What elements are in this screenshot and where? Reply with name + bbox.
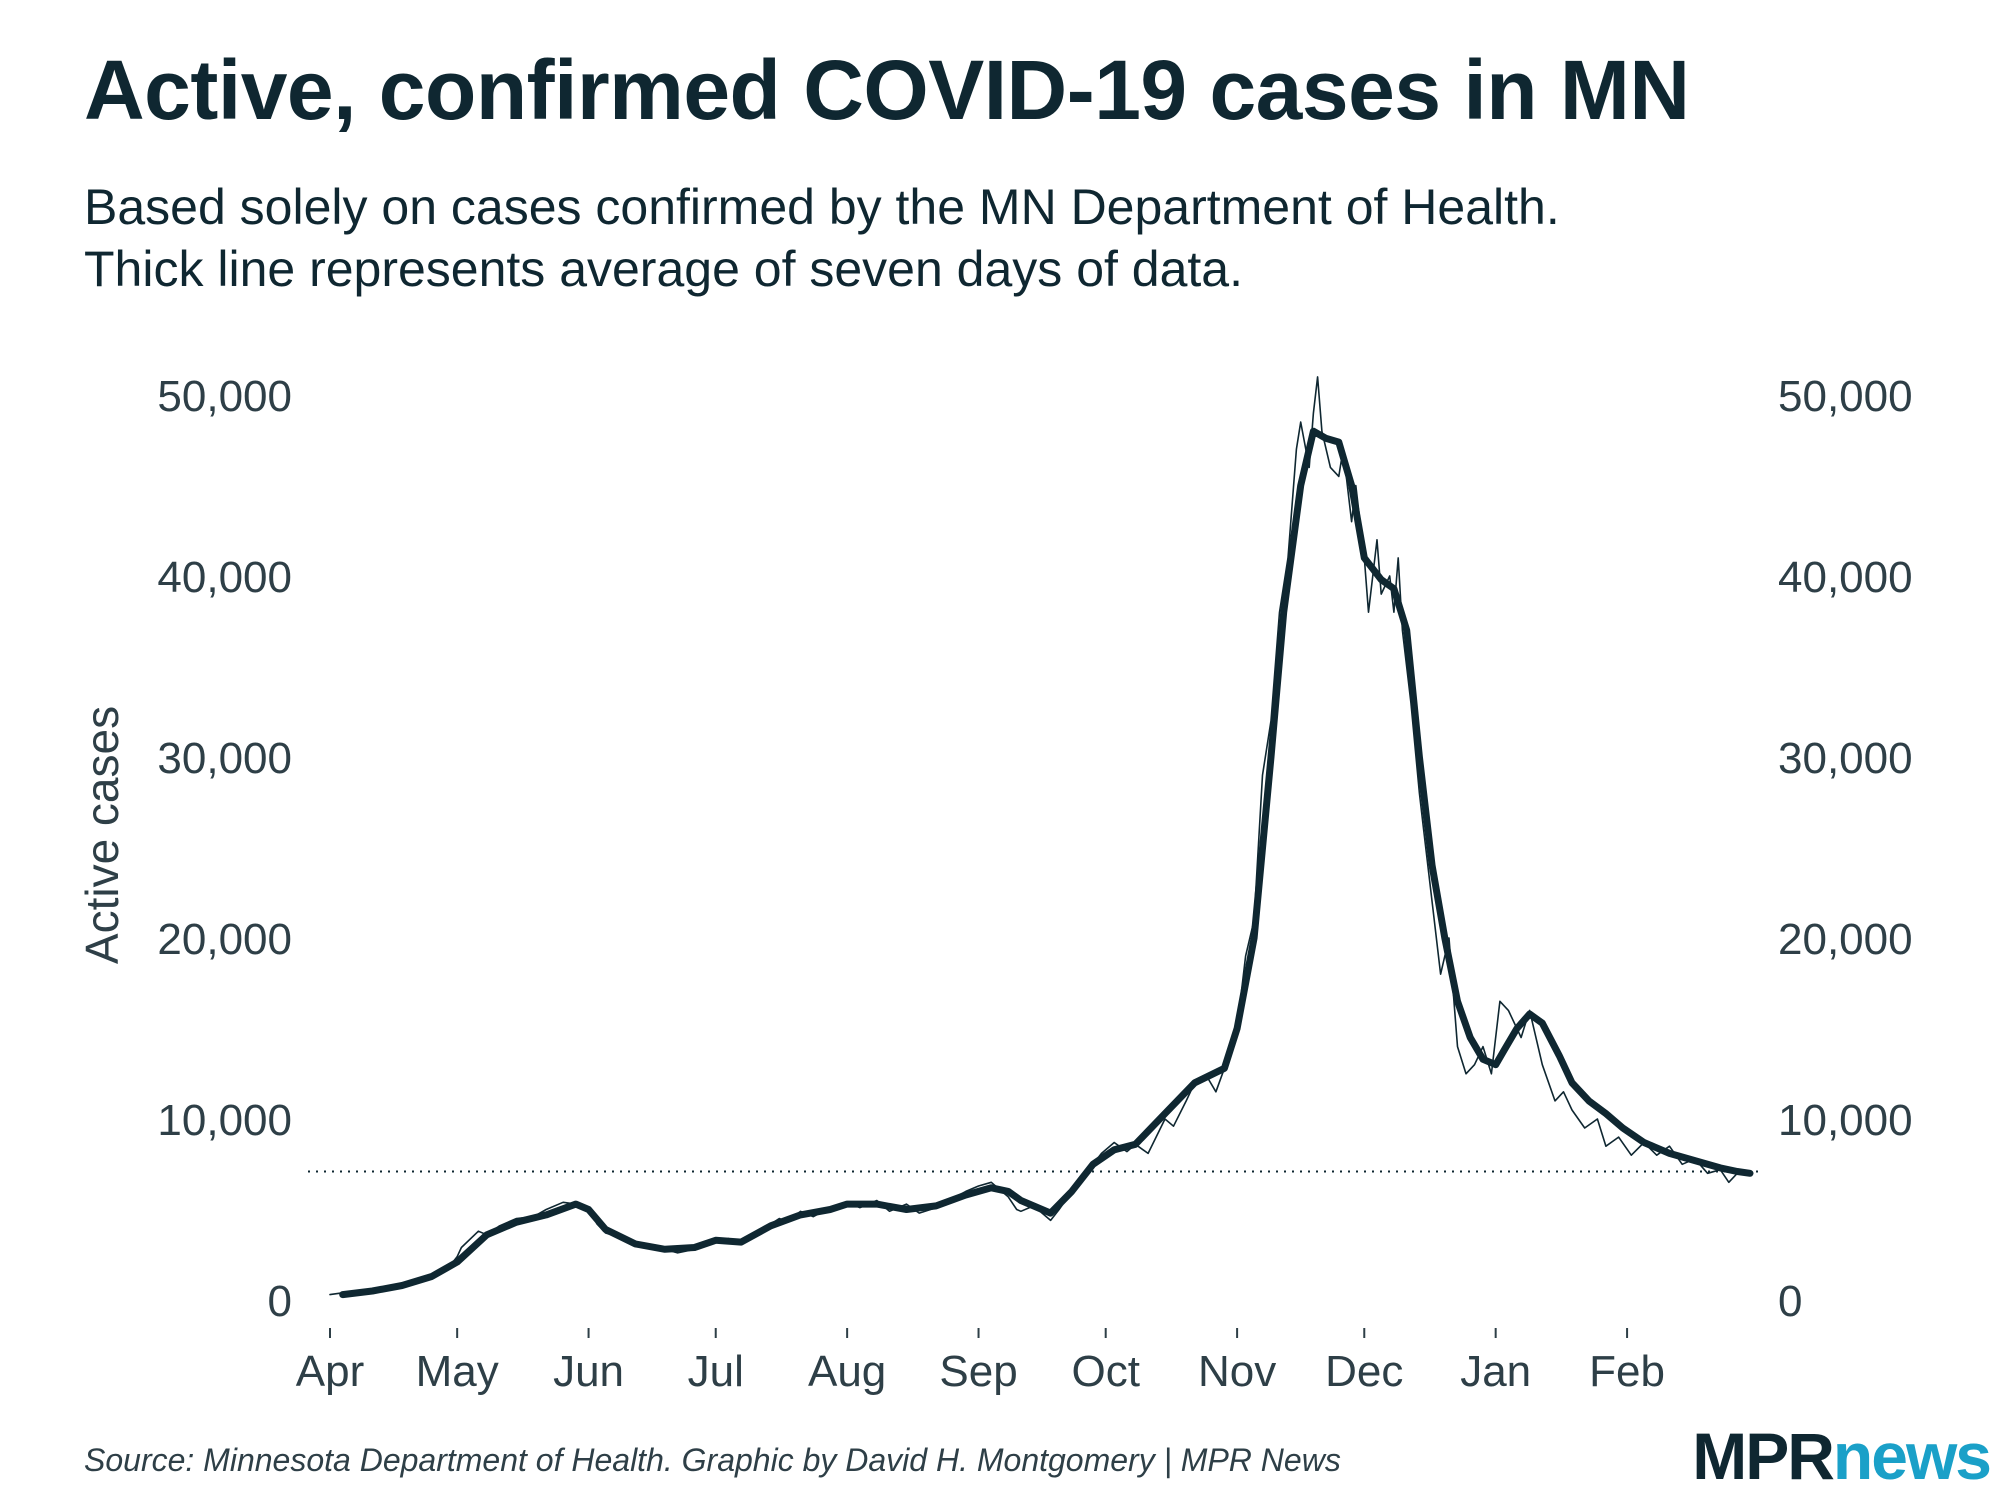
series-layer: [329, 376, 1754, 1299]
x-tick-label: Oct: [1071, 1347, 1139, 1396]
source-note: Source: Minnesota Department of Health. …: [84, 1442, 1341, 1478]
y-tick-label-left: 0: [268, 1277, 292, 1326]
x-tick-label: Apr: [296, 1347, 364, 1396]
y-axis-left: 0 10,000 20,000 30,000 40,000 50,000: [157, 372, 292, 1326]
logo-mpr: MPR: [1692, 1419, 1835, 1493]
y-tick-label-right: 20,000: [1778, 915, 1913, 964]
y-tick-label-left: 10,000: [157, 1096, 292, 1145]
mpr-news-logo: MPRnews: [1692, 1418, 1992, 1494]
x-tick-label: Jun: [553, 1347, 624, 1396]
y-tick-label-right: 50,000: [1778, 372, 1913, 421]
x-tick-label: May: [416, 1347, 499, 1396]
y-tick-label-left: 50,000: [157, 372, 292, 421]
y-tick-label-left: 40,000: [157, 553, 292, 602]
x-tick-label: Dec: [1325, 1347, 1403, 1396]
series-line-daily: [329, 376, 1747, 1296]
x-tick-label: Feb: [1589, 1347, 1665, 1396]
chart-subtitle: Based solely on cases confirmed by the M…: [84, 176, 1560, 300]
y-tick-label-left: 30,000: [157, 734, 292, 783]
x-tick-label: Sep: [939, 1347, 1017, 1396]
y-tick-label-right: 0: [1778, 1277, 1802, 1326]
y-tick-label-right: 30,000: [1778, 734, 1913, 783]
logo-news: news: [1832, 1419, 1992, 1493]
y-axis-right: 0 10,000 20,000 30,000 40,000 50,000: [1778, 372, 1913, 1326]
chart-title: Active, confirmed COVID-19 cases in MN: [84, 43, 1690, 137]
x-axis: Apr May Jun Jul Aug Sep Oct Nov Dec Jan Feb: [296, 1328, 1665, 1396]
series-line-7-day-average: [339, 427, 1754, 1299]
y-axis-label: Active cases: [76, 706, 128, 964]
y-tick-label-left: 20,000: [157, 915, 292, 964]
y-tick-label-right: 10,000: [1778, 1096, 1913, 1145]
x-tick-label: Nov: [1198, 1347, 1276, 1396]
x-tick-label: Jul: [688, 1347, 744, 1396]
x-tick-label: Jan: [1460, 1347, 1531, 1396]
subtitle-line-2: Thick line represents average of seven d…: [84, 241, 1243, 297]
y-tick-label-right: 40,000: [1778, 553, 1913, 602]
x-tick-label: Aug: [808, 1347, 886, 1396]
subtitle-line-1: Based solely on cases confirmed by the M…: [84, 179, 1560, 235]
